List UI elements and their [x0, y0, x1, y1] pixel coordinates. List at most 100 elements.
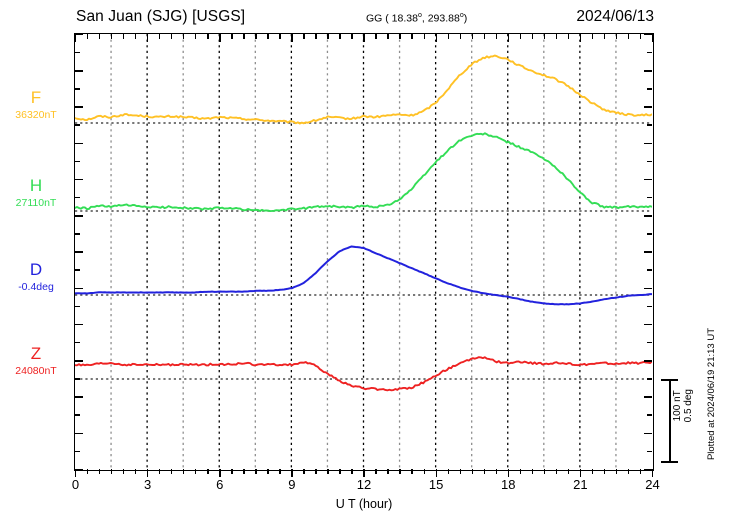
y-tick-right	[647, 51, 652, 54]
component-symbol: H	[29, 175, 43, 195]
x-tick	[98, 469, 101, 474]
degree-symbol-lat: o	[417, 12, 422, 19]
x-tick-label: 0	[71, 477, 80, 492]
component-label-d: D -0.4deg	[0, 261, 72, 294]
scale-bar-bottom-cap	[661, 461, 678, 463]
y-tick	[75, 178, 83, 181]
x-tick	[243, 469, 245, 474]
y-tick-right	[644, 70, 652, 72]
x-tick-top	[339, 34, 341, 39]
y-tick-right	[647, 450, 652, 453]
y-tick-right	[647, 269, 652, 271]
trace-z	[75, 356, 652, 392]
y-tick-right	[647, 305, 652, 308]
x-tick-top	[327, 34, 329, 39]
component-label-z: Z 24080nT	[0, 345, 72, 378]
x-tick-label: 15	[428, 477, 444, 492]
x-tick-top	[363, 34, 365, 42]
x-tick-top	[459, 34, 461, 39]
x-tick-top	[603, 34, 606, 39]
x-tick-top	[351, 34, 353, 39]
x-tick-top	[495, 34, 498, 39]
station-title: San Juan (SJG) [USGS]	[76, 8, 246, 25]
x-tick	[567, 469, 570, 474]
x-tick-top	[135, 34, 137, 39]
x-tick-label: 9	[288, 477, 296, 492]
y-tick	[75, 378, 80, 380]
y-tick	[75, 251, 83, 253]
x-tick-top	[399, 34, 401, 39]
x-tick	[135, 469, 137, 474]
x-tick	[555, 469, 558, 474]
x-tick-top	[267, 34, 269, 39]
y-tick-right	[644, 33, 652, 36]
x-tick-top	[627, 34, 630, 39]
scale-nt-label: 100 nT	[672, 390, 683, 422]
trace-f	[75, 54, 652, 125]
y-tick	[75, 215, 83, 217]
scale-bar	[661, 379, 678, 463]
x-tick	[74, 469, 77, 477]
y-tick	[75, 196, 80, 199]
x-tick	[399, 469, 401, 474]
y-tick	[75, 269, 80, 271]
x-tick-top	[555, 34, 558, 39]
x-tick-top	[615, 34, 618, 39]
x-tick	[110, 469, 113, 474]
x-tick-top	[471, 34, 473, 39]
x-tick-top	[122, 34, 125, 39]
x-tick	[423, 469, 425, 474]
x-tick-label: 21	[573, 477, 588, 492]
x-tick-top	[507, 34, 510, 42]
x-tick-top	[447, 34, 449, 39]
x-tick	[651, 469, 654, 477]
x-tick	[411, 469, 413, 474]
x-tick	[435, 469, 437, 477]
x-tick-top	[74, 34, 77, 42]
plotted-at-label: Plotted at 2024/06/19 21:13 UT	[706, 328, 717, 461]
x-tick	[447, 469, 449, 474]
x-tick	[459, 469, 461, 474]
x-tick	[86, 469, 89, 474]
x-tick-top	[183, 34, 185, 39]
x-tick-top	[243, 34, 245, 39]
component-symbol: Z	[30, 343, 42, 363]
y-tick	[75, 160, 80, 163]
x-axis-title: U T (hour)	[335, 497, 393, 511]
x-tick	[387, 469, 389, 474]
x-tick	[591, 469, 594, 474]
x-tick-top	[519, 34, 522, 39]
x-tick	[171, 469, 173, 474]
x-tick-top	[423, 34, 425, 39]
y-tick-right	[644, 323, 652, 326]
y-tick	[75, 233, 80, 235]
plot-inner	[75, 34, 653, 470]
y-tick	[75, 396, 83, 398]
x-tick-top	[291, 34, 293, 42]
y-tick-right	[644, 432, 652, 435]
x-tick-top	[303, 34, 305, 39]
x-tick	[147, 469, 149, 477]
y-tick	[75, 432, 83, 435]
y-tick	[75, 124, 80, 126]
y-tick-right	[644, 396, 652, 398]
x-tick-top	[86, 34, 89, 39]
y-tick-right	[647, 124, 652, 126]
component-baseline-value: -0.4deg	[18, 280, 54, 293]
y-tick-right	[644, 287, 652, 290]
y-tick	[75, 51, 80, 54]
y-tick	[75, 305, 80, 308]
x-tick-top	[411, 34, 413, 39]
y-tick	[75, 360, 83, 362]
x-tick	[531, 469, 534, 474]
x-tick-top	[651, 34, 654, 42]
y-tick	[75, 88, 80, 90]
x-tick	[303, 469, 305, 474]
x-tick-label: 24	[645, 477, 660, 492]
x-tick	[375, 469, 377, 474]
y-tick-right	[644, 360, 652, 362]
y-tick	[75, 70, 83, 72]
geo-suffix: )	[463, 12, 468, 25]
y-tick	[75, 106, 83, 108]
x-tick	[279, 469, 281, 474]
